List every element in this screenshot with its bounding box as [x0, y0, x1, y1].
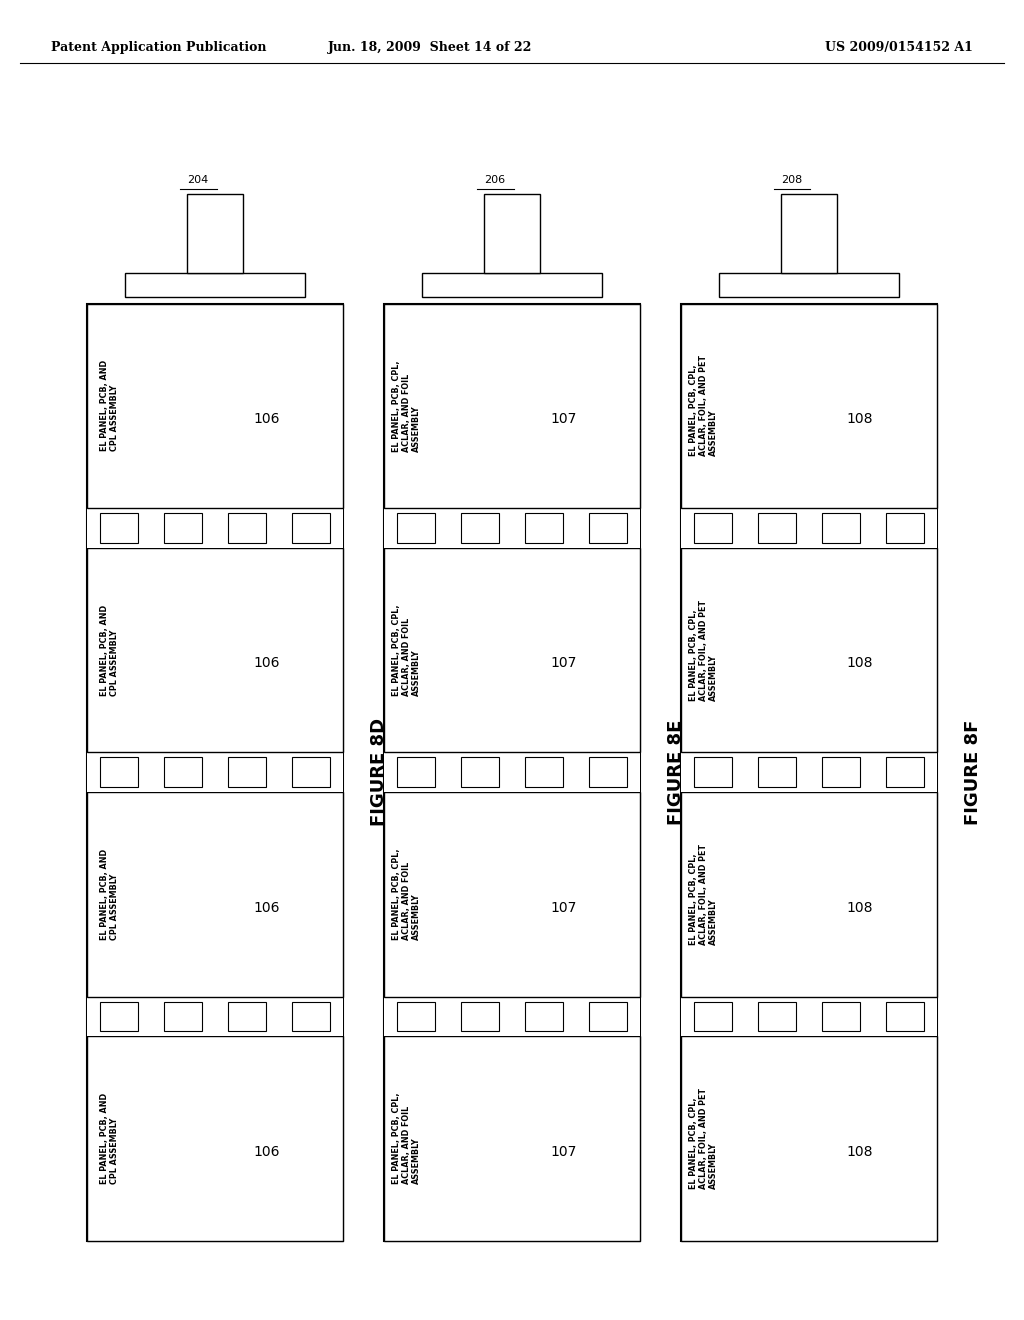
- Text: EL PANEL, PCB, CPL,
ACLAR, AND FOIL
ASSEMBLY: EL PANEL, PCB, CPL, ACLAR, AND FOIL ASSE…: [391, 605, 422, 696]
- Bar: [821, 758, 860, 787]
- Bar: [694, 513, 732, 543]
- Text: EL PANEL, PCB, CPL,
ACLAR, AND FOIL
ASSEMBLY: EL PANEL, PCB, CPL, ACLAR, AND FOIL ASSE…: [391, 1093, 422, 1184]
- Bar: [886, 758, 924, 787]
- Text: 106: 106: [253, 900, 280, 915]
- Bar: [87, 997, 343, 1036]
- Bar: [461, 758, 500, 787]
- Bar: [384, 1036, 640, 1241]
- Bar: [524, 513, 563, 543]
- Text: FIGURE 8E: FIGURE 8E: [667, 719, 685, 825]
- Bar: [227, 513, 266, 543]
- Text: 108: 108: [847, 656, 873, 671]
- Bar: [87, 304, 343, 508]
- Bar: [384, 508, 640, 548]
- Bar: [384, 304, 640, 508]
- Bar: [681, 752, 937, 792]
- Bar: [87, 1036, 343, 1241]
- Text: EL PANEL, PCB, CPL,
ACLAR, FOIL, AND PET
ASSEMBLY: EL PANEL, PCB, CPL, ACLAR, FOIL, AND PET…: [688, 843, 719, 945]
- Text: 107: 107: [550, 1144, 577, 1159]
- Bar: [422, 273, 601, 297]
- Text: EL PANEL, PCB, AND
CPL ASSEMBLY: EL PANEL, PCB, AND CPL ASSEMBLY: [100, 1093, 119, 1184]
- Text: 204: 204: [187, 174, 209, 185]
- Text: 107: 107: [550, 656, 577, 671]
- Bar: [164, 513, 203, 543]
- Bar: [483, 194, 541, 273]
- Text: 206: 206: [484, 174, 506, 185]
- Bar: [681, 1036, 937, 1241]
- Text: FIGURE 8F: FIGURE 8F: [964, 719, 982, 825]
- Bar: [681, 792, 937, 997]
- Bar: [886, 1002, 924, 1031]
- Bar: [99, 513, 138, 543]
- Bar: [87, 508, 343, 548]
- Bar: [719, 273, 899, 297]
- Bar: [292, 1002, 330, 1031]
- Bar: [524, 1002, 563, 1031]
- Bar: [87, 548, 343, 752]
- Bar: [164, 758, 203, 787]
- Text: 108: 108: [847, 412, 873, 426]
- Bar: [758, 758, 797, 787]
- Text: 108: 108: [847, 900, 873, 915]
- Text: 106: 106: [253, 1144, 280, 1159]
- Bar: [589, 1002, 627, 1031]
- Bar: [227, 1002, 266, 1031]
- Bar: [397, 758, 435, 787]
- Bar: [164, 1002, 203, 1031]
- Text: EL PANEL, PCB, CPL,
ACLAR, FOIL, AND PET
ASSEMBLY: EL PANEL, PCB, CPL, ACLAR, FOIL, AND PET…: [688, 1088, 719, 1189]
- Text: Jun. 18, 2009  Sheet 14 of 22: Jun. 18, 2009 Sheet 14 of 22: [328, 41, 532, 54]
- Bar: [292, 758, 330, 787]
- Bar: [589, 758, 627, 787]
- Text: Patent Application Publication: Patent Application Publication: [51, 41, 266, 54]
- Bar: [694, 758, 732, 787]
- Bar: [397, 513, 435, 543]
- Bar: [681, 304, 937, 508]
- Bar: [461, 1002, 500, 1031]
- Bar: [186, 194, 244, 273]
- Bar: [681, 997, 937, 1036]
- Bar: [758, 1002, 797, 1031]
- Bar: [99, 758, 138, 787]
- Text: FIGURE 8D: FIGURE 8D: [370, 718, 388, 826]
- Text: 106: 106: [253, 412, 280, 426]
- Bar: [384, 752, 640, 792]
- Bar: [758, 513, 797, 543]
- Bar: [384, 304, 640, 1241]
- Bar: [87, 304, 343, 1241]
- Text: EL PANEL, PCB, AND
CPL ASSEMBLY: EL PANEL, PCB, AND CPL ASSEMBLY: [100, 360, 119, 451]
- Bar: [681, 304, 937, 1241]
- Bar: [781, 194, 838, 273]
- Bar: [524, 758, 563, 787]
- Bar: [87, 792, 343, 997]
- Bar: [681, 508, 937, 548]
- Bar: [125, 273, 305, 297]
- Bar: [384, 997, 640, 1036]
- Text: 208: 208: [781, 174, 803, 185]
- Text: EL PANEL, PCB, CPL,
ACLAR, FOIL, AND PET
ASSEMBLY: EL PANEL, PCB, CPL, ACLAR, FOIL, AND PET…: [688, 355, 719, 457]
- Text: 108: 108: [847, 1144, 873, 1159]
- Bar: [694, 1002, 732, 1031]
- Bar: [681, 548, 937, 752]
- Text: 107: 107: [550, 412, 577, 426]
- Text: EL PANEL, PCB, AND
CPL ASSEMBLY: EL PANEL, PCB, AND CPL ASSEMBLY: [100, 605, 119, 696]
- Text: EL PANEL, PCB, CPL,
ACLAR, AND FOIL
ASSEMBLY: EL PANEL, PCB, CPL, ACLAR, AND FOIL ASSE…: [391, 849, 422, 940]
- Bar: [886, 513, 924, 543]
- Bar: [384, 548, 640, 752]
- Bar: [87, 752, 343, 792]
- Text: EL PANEL, PCB, AND
CPL ASSEMBLY: EL PANEL, PCB, AND CPL ASSEMBLY: [100, 849, 119, 940]
- Text: EL PANEL, PCB, CPL,
ACLAR, FOIL, AND PET
ASSEMBLY: EL PANEL, PCB, CPL, ACLAR, FOIL, AND PET…: [688, 599, 719, 701]
- Bar: [227, 758, 266, 787]
- Bar: [461, 513, 500, 543]
- Bar: [589, 513, 627, 543]
- Text: EL PANEL, PCB, CPL,
ACLAR, AND FOIL
ASSEMBLY: EL PANEL, PCB, CPL, ACLAR, AND FOIL ASSE…: [391, 360, 422, 451]
- Text: US 2009/0154152 A1: US 2009/0154152 A1: [825, 41, 973, 54]
- Text: 107: 107: [550, 900, 577, 915]
- Bar: [99, 1002, 138, 1031]
- Bar: [821, 1002, 860, 1031]
- Bar: [292, 513, 330, 543]
- Bar: [821, 513, 860, 543]
- Bar: [384, 792, 640, 997]
- Bar: [397, 1002, 435, 1031]
- Text: 106: 106: [253, 656, 280, 671]
